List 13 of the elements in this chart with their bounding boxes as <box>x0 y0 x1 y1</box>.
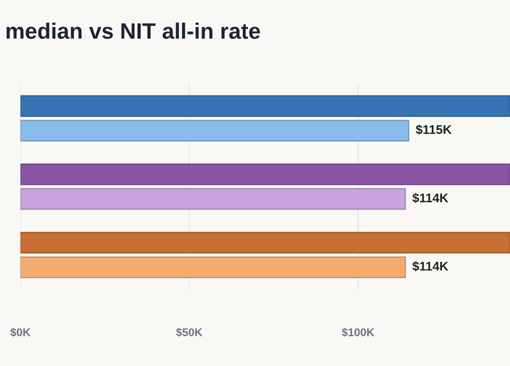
data-label: $115K <box>416 124 452 135</box>
x-tick-label: $50K <box>176 328 202 337</box>
chart-title: median vs NIT all-in rate <box>6 22 260 39</box>
bar <box>20 256 406 278</box>
bar <box>20 164 510 186</box>
x-tick-label: $100K <box>342 328 374 337</box>
data-label: $114K <box>412 261 448 272</box>
x-tick-label: $0K <box>10 328 30 337</box>
data-label: $114K <box>412 192 448 204</box>
bar <box>20 188 406 210</box>
bar <box>20 120 410 142</box>
bar <box>20 232 510 254</box>
bar <box>20 95 510 117</box>
